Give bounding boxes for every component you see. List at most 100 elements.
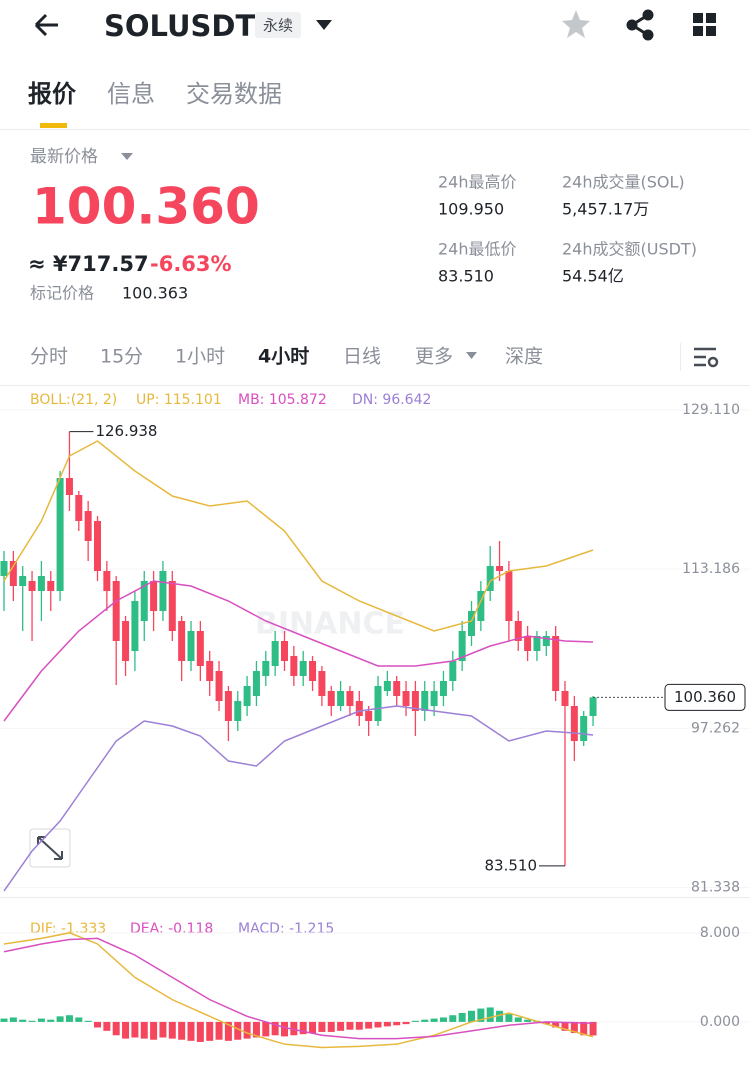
macd-bar: [252, 1021, 260, 1038]
candle-body: [533, 636, 541, 651]
candle-body: [552, 636, 560, 691]
candle-body: [252, 671, 260, 696]
macd-bar: [187, 1021, 195, 1041]
macd-bar: [411, 1020, 419, 1022]
candle-body: [122, 621, 130, 661]
macd-bar: [19, 1019, 27, 1022]
candle-body: [56, 478, 64, 591]
settings-icon[interactable]: [694, 347, 719, 368]
macd-bar: [570, 1021, 578, 1034]
candle-body: [514, 621, 522, 641]
candle-body: [355, 701, 363, 716]
candle-body: [215, 671, 223, 701]
symbol-dropdown[interactable]: [316, 20, 332, 30]
stat-label: 24h最高价: [438, 173, 517, 192]
macd-bar: [0, 1018, 8, 1022]
macd-bar: [393, 1021, 401, 1026]
tab-active[interactable]: 报价: [28, 80, 77, 108]
macd-bar: [94, 1021, 101, 1028]
macd-bar: [318, 1021, 326, 1032]
interval-active[interactable]: 4小时: [258, 346, 309, 368]
tab[interactable]: 信息: [107, 80, 155, 108]
y-tick-label: 8.000: [700, 925, 740, 941]
candle-body: [206, 661, 214, 681]
candle-body: [299, 661, 307, 676]
candle-body: [262, 661, 270, 676]
candle-body: [281, 641, 288, 661]
last-price-label: 100.360: [674, 688, 736, 706]
candle-body: [439, 681, 447, 696]
back-icon[interactable]: [34, 13, 58, 37]
macd-bar: [131, 1021, 139, 1038]
macd-bar: [168, 1021, 176, 1039]
interval[interactable]: 深度: [505, 346, 543, 368]
macd-bar: [561, 1021, 569, 1031]
stat-label: 24h最低价: [438, 240, 517, 259]
candle-body: [112, 581, 120, 641]
candle-body: [196, 631, 204, 666]
indicator-name: BOLL:(21, 2): [30, 392, 117, 408]
candle-body: [505, 571, 513, 621]
macd-bar: [47, 1019, 55, 1022]
candle-body: [430, 691, 438, 706]
more-dropdown[interactable]: [466, 352, 477, 359]
macd-bar: [430, 1018, 438, 1022]
macd-bar: [206, 1021, 214, 1041]
macd-bar: [215, 1021, 223, 1040]
interval[interactable]: 15分: [100, 346, 143, 368]
macd-bar: [374, 1021, 382, 1028]
interval[interactable]: 更多: [415, 346, 453, 368]
candle-body: [9, 561, 17, 586]
macd-bar: [290, 1021, 298, 1036]
candle-body: [496, 566, 504, 571]
macd-bar: [439, 1017, 447, 1022]
macd-bar: [365, 1021, 373, 1029]
macd-bar: [150, 1021, 158, 1040]
stat-label: 24h成交量(SOL): [562, 173, 685, 192]
candle-body: [561, 691, 569, 706]
boll-line: [3, 440, 594, 632]
high-label: 126.938: [95, 422, 157, 440]
candle-body: [47, 581, 55, 591]
tab[interactable]: 交易数据: [186, 80, 282, 108]
macd-bar: [122, 1021, 130, 1039]
candle-body: [309, 661, 317, 681]
mark-price: 100.363: [122, 284, 188, 303]
candle-body: [178, 621, 186, 661]
dif-line: [3, 932, 594, 1049]
candle-body: [28, 581, 36, 591]
macd-bar: [346, 1021, 354, 1030]
stat-value: 83.510: [438, 267, 494, 286]
candle-body: [168, 581, 176, 631]
macd-bar: [589, 1021, 597, 1036]
fullscreen-icon[interactable]: [29, 828, 71, 868]
macd-bar: [65, 1015, 73, 1022]
candle-body: [411, 691, 419, 711]
candle-body: [524, 636, 532, 651]
macd-bar: [196, 1021, 204, 1042]
badge: 永续: [263, 17, 293, 35]
badge-bg: [255, 12, 301, 38]
price-dropdown[interactable]: [121, 153, 133, 160]
interval[interactable]: 日线: [343, 346, 381, 368]
macd-bar: [84, 1020, 92, 1022]
candle-body: [449, 661, 457, 681]
macd-bar: [421, 1019, 429, 1022]
y-tick-label: 81.338: [691, 880, 740, 896]
menu-icon[interactable]: [693, 13, 716, 36]
share-icon[interactable]: [626, 9, 654, 41]
candle-body: [365, 711, 373, 721]
stat-value: 54.54亿: [562, 267, 624, 286]
interval[interactable]: 分时: [30, 346, 68, 368]
interval[interactable]: 1小时: [175, 346, 225, 368]
macd-bar: [281, 1021, 288, 1037]
macd-bar: [505, 1014, 513, 1022]
candle-body: [103, 571, 111, 591]
favorite-icon[interactable]: [562, 10, 590, 38]
macd-bar: [140, 1021, 148, 1039]
dea-line: [3, 937, 594, 1040]
indicator-up: UP: 115.101: [136, 392, 222, 408]
candle-body: [486, 566, 494, 591]
y-tick-label: 113.186: [682, 561, 740, 577]
y-tick-label: 129.110: [682, 402, 740, 418]
